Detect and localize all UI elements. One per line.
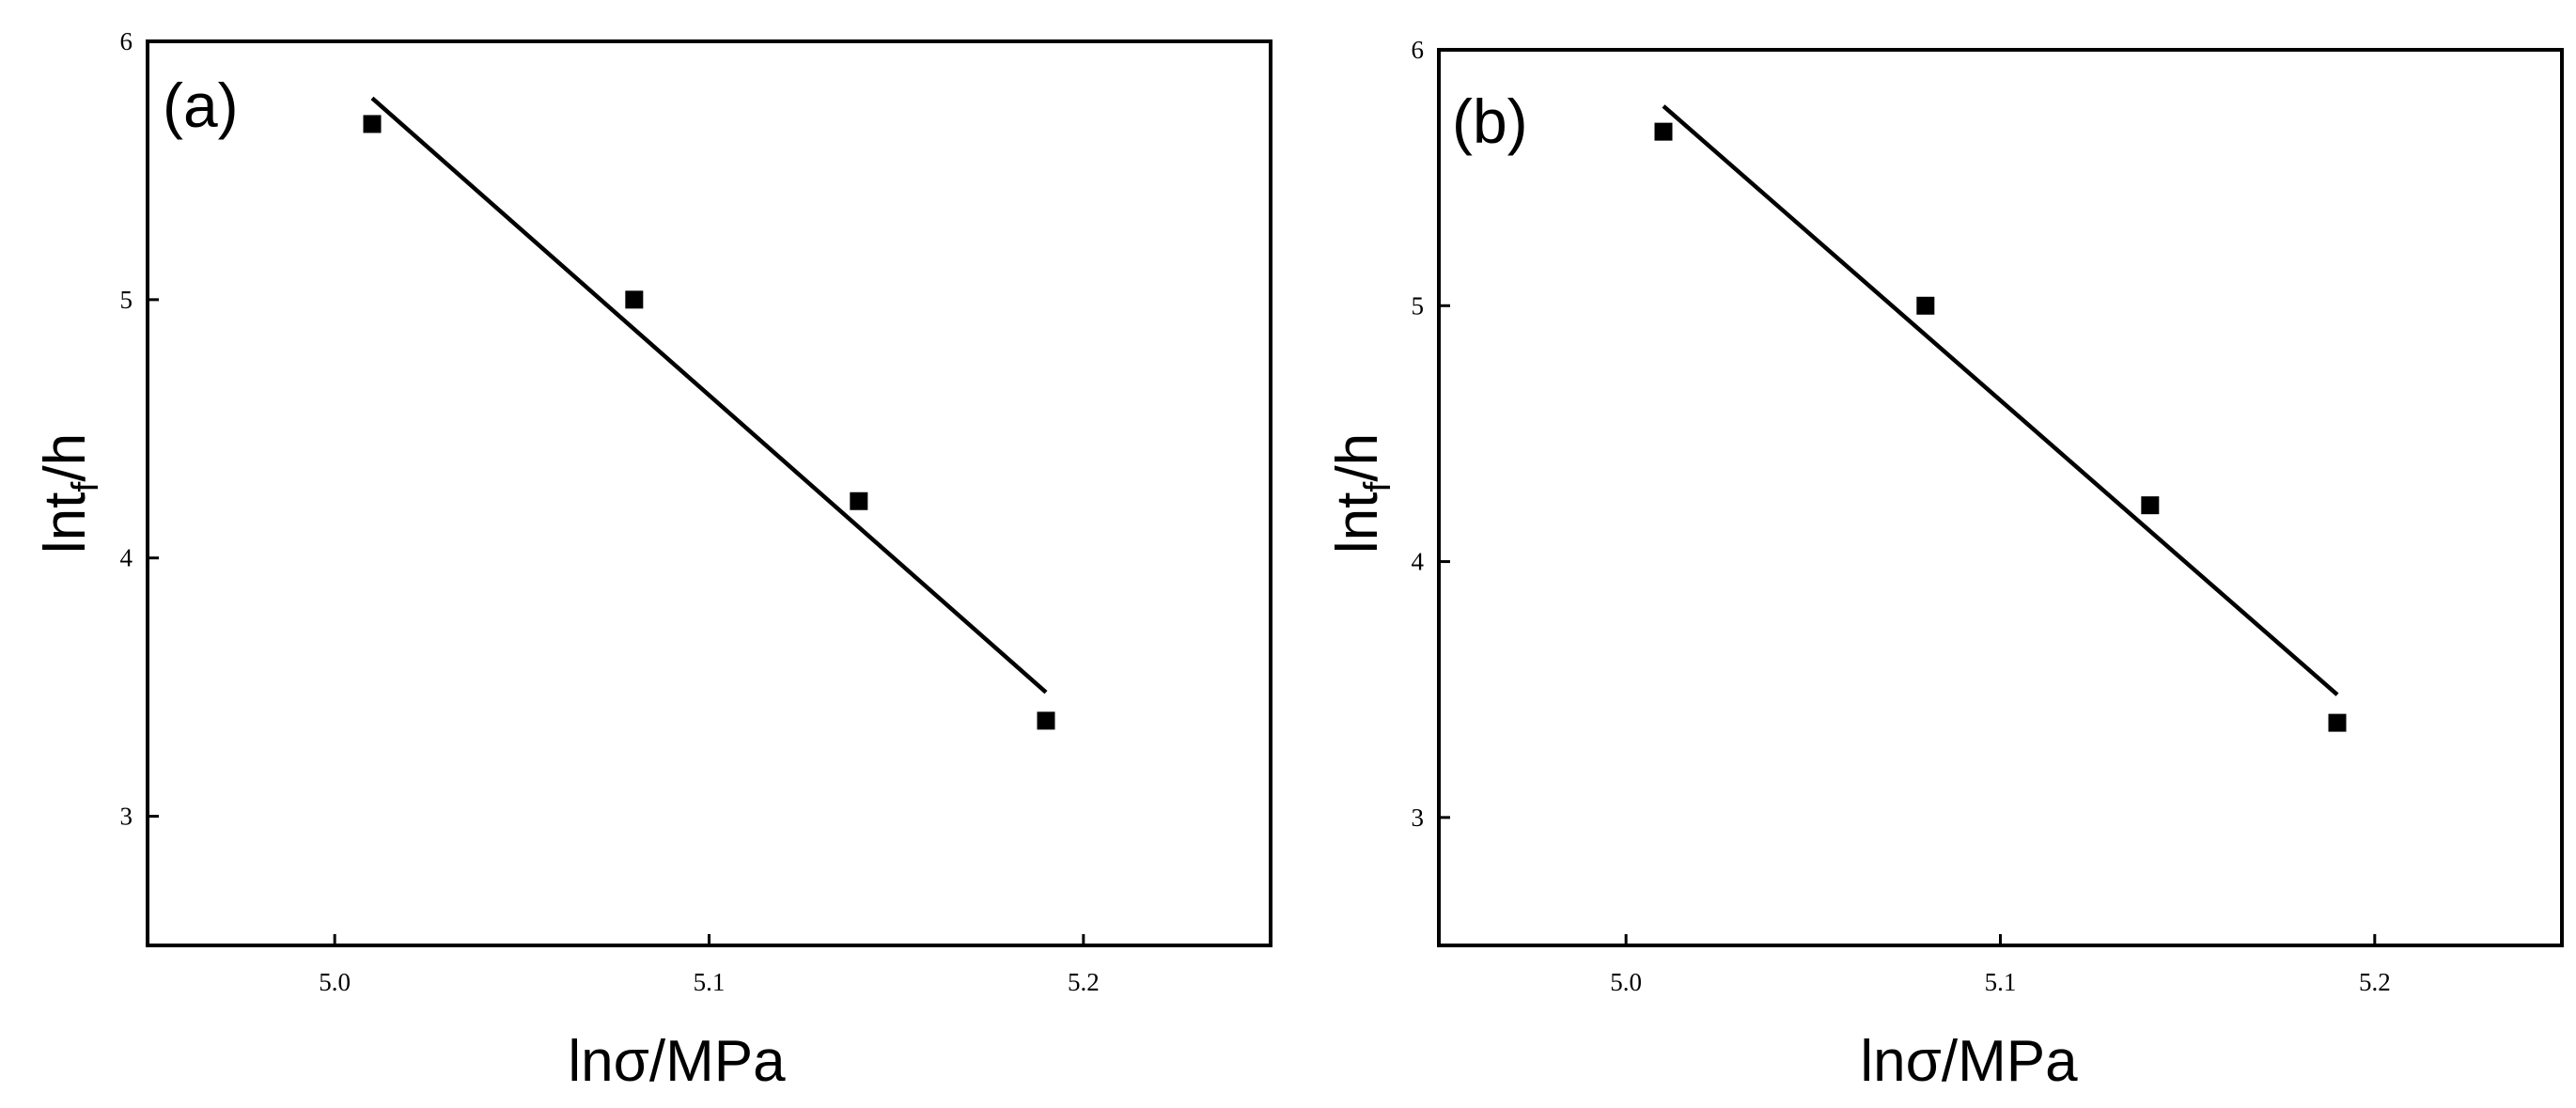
y-tick-label-a: 3	[120, 803, 133, 831]
panel-label-b: (b)	[1452, 86, 1528, 156]
data-point-a	[850, 492, 868, 510]
y-axis-label-a: lntf/h	[33, 433, 106, 554]
y-tick-label-b: 3	[1412, 804, 1425, 832]
plot-frame-a	[146, 39, 1272, 947]
y-tick-label-a: 5	[120, 286, 133, 314]
y-axis-label-sub-a: f	[65, 481, 106, 492]
data-points-a	[363, 115, 1055, 730]
fit-line-a	[370, 96, 1048, 694]
x-tick-label-b: 5.1	[1985, 968, 2017, 996]
y-tick-label-b: 6	[1412, 36, 1425, 64]
y-tick-label-b: 5	[1412, 291, 1425, 320]
data-point-b	[2328, 713, 2347, 732]
y-tick-label-b: 4	[1412, 548, 1425, 576]
y-axis-label-main-a: lnt	[33, 492, 98, 554]
x-tick-label-a: 5.1	[694, 968, 726, 996]
y-axis-label-main-b: lnt	[1325, 492, 1390, 554]
fit-line-b	[1662, 104, 2339, 696]
data-point-a	[625, 290, 644, 309]
panel-label-a: (a)	[163, 70, 239, 140]
y-axis-label-sub-b: f	[1357, 481, 1398, 492]
x-tick-label-a: 5.2	[1068, 968, 1100, 996]
panel-b: (b) 5.0 5.1 5.2 3 4 5 6 lnσ/MPa lntf/h	[1325, 36, 2564, 1094]
x-axis-label-a: lnσ/MPa	[568, 1029, 786, 1094]
data-point-a	[363, 115, 382, 133]
y-ticks-b: 3 4 5 6	[1412, 36, 1450, 832]
data-point-b	[1654, 122, 1673, 141]
data-point-b	[1916, 296, 1935, 315]
plot-frame-b	[1437, 48, 2564, 947]
y-tick-label-a: 6	[120, 27, 133, 55]
y-tick-label-a: 4	[120, 544, 133, 572]
x-axis-label-b: lnσ/MPa	[1860, 1029, 2078, 1094]
data-point-a	[1037, 711, 1055, 730]
panel-a: (a) 5.0 5.1 5.2 3 4 5 6 lnσ/MPa lntf/h	[33, 27, 1272, 1094]
x-ticks-a: 5.0 5.1 5.2	[319, 934, 1100, 996]
x-tick-label-b: 5.0	[1610, 968, 1642, 996]
data-point-b	[2141, 496, 2160, 515]
y-ticks-a: 3 4 5 6	[120, 27, 159, 831]
x-tick-label-b: 5.2	[2359, 968, 2391, 996]
y-axis-label-b: lntf/h	[1325, 433, 1398, 554]
data-points-b	[1654, 122, 2347, 732]
x-tick-label-a: 5.0	[319, 968, 351, 996]
y-axis-label-unit-a: /h	[33, 433, 98, 482]
y-axis-label-unit-b: /h	[1325, 433, 1390, 482]
x-ticks-b: 5.0 5.1 5.2	[1610, 934, 2391, 996]
